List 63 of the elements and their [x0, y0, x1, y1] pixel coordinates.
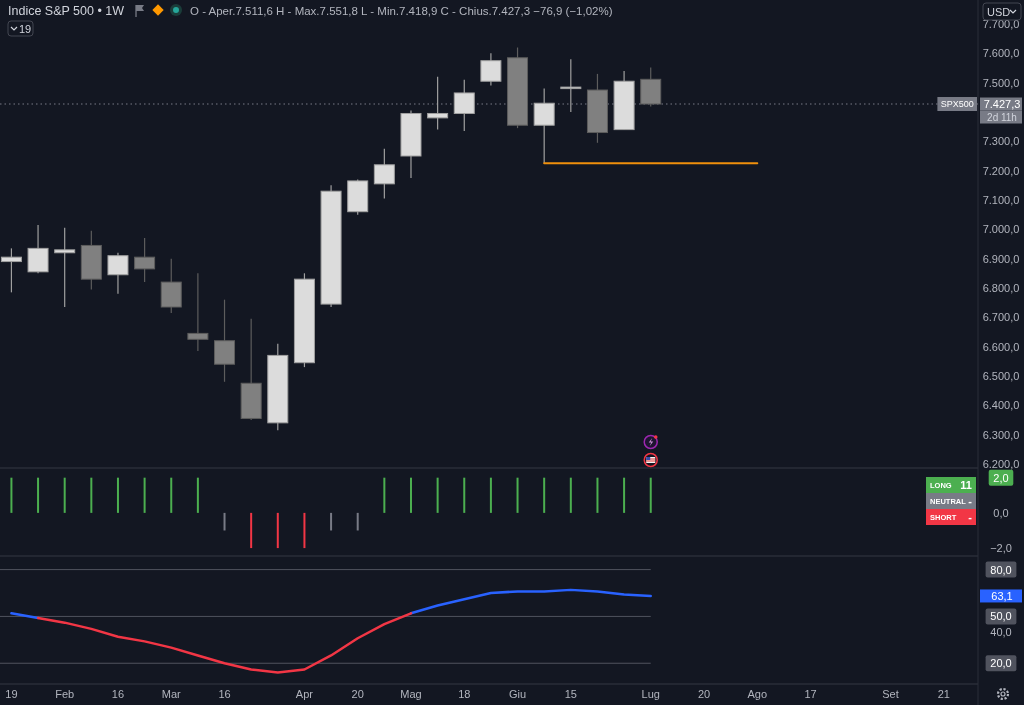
candlestick	[0, 247, 22, 293]
x-tick-label: Set	[882, 688, 899, 700]
y-tick-label: −2,0	[990, 542, 1012, 555]
annotation: 7.427,3	[983, 98, 1021, 111]
y-tick-label: 6.700,0	[982, 311, 1020, 324]
y-tick-label: 2,0	[993, 471, 1009, 484]
x-tick-label: 20	[697, 688, 711, 700]
annotation: 11	[960, 479, 972, 491]
candlestick	[27, 224, 49, 274]
text: USD	[987, 5, 1011, 18]
candlestick	[533, 87, 555, 164]
y-tick-label: 6.600,0	[982, 340, 1020, 353]
y-tick-label: 0,0	[993, 506, 1009, 519]
x-tick-label: Lug	[641, 688, 660, 700]
annotation: 19	[19, 22, 32, 35]
candlestick	[427, 76, 449, 131]
y-tick-label: 80,0	[990, 563, 1012, 576]
x-tick-label: Mar	[161, 688, 182, 700]
y-tick-label: 20,0	[990, 657, 1012, 670]
candlestick	[214, 299, 236, 383]
x-tick-label: Mag	[400, 688, 422, 700]
candlestick	[134, 237, 156, 283]
y-tick-label: 40,0	[990, 626, 1012, 639]
y-tick-label: 6.900,0	[982, 252, 1020, 265]
candlestick	[107, 252, 129, 295]
y-tick-label: 7.100,0	[982, 193, 1020, 206]
y-tick-label: 6.400,0	[982, 399, 1020, 412]
y-tick-label: 7.600,0	[982, 47, 1020, 60]
x-tick-label: Giu	[508, 688, 527, 700]
text: 2d 11h	[987, 111, 1017, 123]
candlestick	[373, 148, 395, 200]
x-tick-label: 19	[5, 688, 18, 700]
y-tick-label: 6.300,0	[982, 428, 1020, 441]
y-tick-label: 7.700,0	[982, 18, 1020, 31]
x-tick-label: 20	[351, 688, 364, 700]
y-tick-label: 7.500,0	[982, 76, 1020, 89]
chart-subtitle: O - Aper.7.511,6 H - Max.7.551,8 L - Min.7.418,9 C - Chius.7.427,3 −76,9 (−1,02%)	[190, 5, 613, 17]
x-tick-label: 15	[564, 688, 577, 700]
x-tick-label: 16	[111, 688, 125, 700]
candlestick	[187, 272, 209, 352]
y-tick-label: 6.200,0	[982, 457, 1020, 470]
x-tick-label: 21	[937, 688, 950, 700]
y-tick-label: 7.000,0	[982, 223, 1020, 236]
y-tick-label: 6.800,0	[982, 281, 1020, 294]
x-tick-label: 17	[804, 688, 817, 700]
candlestick	[453, 79, 475, 132]
candlestick	[54, 227, 76, 308]
annotation: -	[968, 511, 973, 523]
chart-title: Indice S&P 500 • 1W	[8, 4, 125, 18]
x-tick-label: Feb	[55, 688, 75, 700]
x-tick-label: 18	[458, 688, 471, 700]
x-tick-label: Apr	[295, 688, 314, 700]
y-tick-label: 7.200,0	[982, 164, 1020, 177]
y-tick-label: 50,0	[990, 610, 1012, 623]
candlestick	[560, 58, 582, 113]
candlestick	[480, 52, 502, 87]
y-tick-label: 7.300,0	[982, 135, 1020, 148]
annotation: -	[968, 495, 973, 507]
ref-line-label: SPX500	[940, 99, 974, 110]
x-tick-label: Ago	[747, 688, 768, 700]
y-tick-label: 6.500,0	[982, 369, 1020, 382]
annotation: 63,1	[991, 589, 1013, 602]
x-tick-label: 16	[218, 688, 231, 700]
